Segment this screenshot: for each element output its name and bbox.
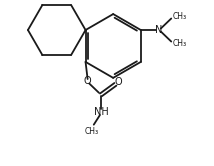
- Text: N: N: [155, 25, 162, 35]
- Text: O: O: [84, 77, 91, 86]
- Text: NH: NH: [94, 107, 108, 117]
- Text: CH₃: CH₃: [85, 127, 99, 136]
- Text: O: O: [115, 77, 122, 87]
- Text: CH₃: CH₃: [173, 39, 187, 48]
- Text: CH₃: CH₃: [173, 12, 187, 21]
